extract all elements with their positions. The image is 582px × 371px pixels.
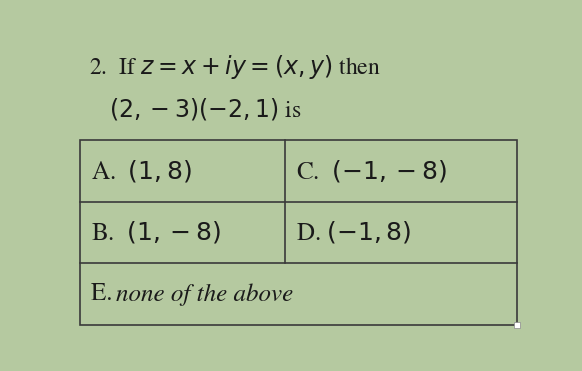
Text: A.  $(1,8)$: A. $(1,8)$ xyxy=(91,158,191,184)
Text: 2.  If $z = x + iy = (x, y)$ then: 2. If $z = x + iy = (x, y)$ then xyxy=(88,53,381,81)
Text: none of the above: none of the above xyxy=(116,283,293,305)
Text: E.: E. xyxy=(91,282,119,306)
Text: B.  $(1,-8)$: B. $(1,-8)$ xyxy=(91,220,221,246)
Text: $(2,-3)(-2,1)$ is: $(2,-3)(-2,1)$ is xyxy=(109,96,301,122)
Text: D. $(-1,8)$: D. $(-1,8)$ xyxy=(296,220,411,246)
Text: C.  $(-1,-8)$: C. $(-1,-8)$ xyxy=(296,158,447,184)
Bar xyxy=(80,140,517,325)
